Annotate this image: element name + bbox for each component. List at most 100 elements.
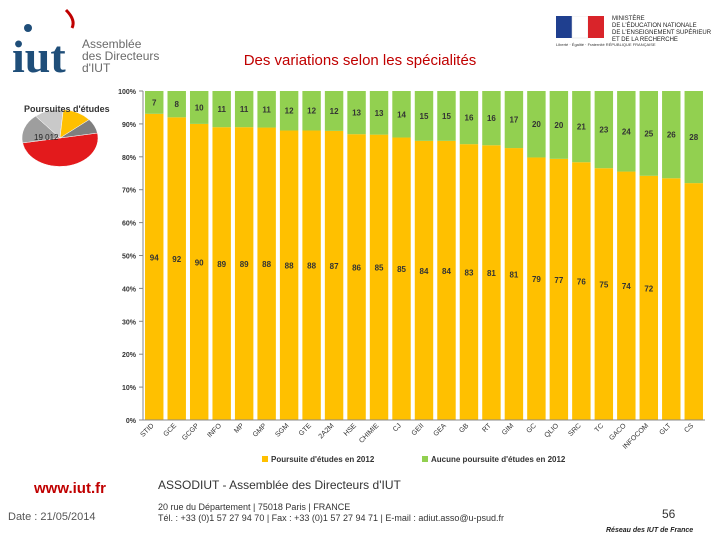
bar-poursuite [662, 178, 681, 420]
footer-url-link[interactable]: www.iut.fr [34, 480, 106, 497]
x-category-label: GCE [162, 422, 178, 438]
bar-aucune-poursuite [369, 91, 389, 135]
bar-aucune-poursuite [414, 91, 434, 141]
bar-value-label: 85 [375, 264, 384, 273]
bar-value-label-top: 15 [442, 112, 451, 121]
bar-value-label: 88 [307, 262, 316, 271]
bar-value-label-top: 12 [285, 107, 294, 116]
bar-poursuite [324, 130, 344, 420]
bar-value-label: 81 [487, 269, 496, 278]
x-category-label: 2A2M [318, 422, 336, 440]
bar-aucune-poursuite [437, 91, 456, 141]
bar-value-label-top: 17 [509, 116, 518, 125]
bar-value-label-top: 13 [352, 109, 361, 118]
inset-pie-slice [59, 119, 98, 139]
bar-value-label-top: 21 [577, 123, 586, 132]
x-category-label: GCGP [181, 422, 201, 442]
bar-poursuite [257, 127, 276, 421]
x-category-label: GTE [298, 422, 313, 437]
bar-value-label-top: 20 [554, 121, 563, 130]
bar-poursuite [189, 123, 209, 421]
x-category-label: MP [233, 422, 246, 435]
bar-poursuite [369, 134, 389, 420]
bar-aucune-poursuite [459, 91, 479, 145]
bar-value-label-top: 10 [195, 103, 204, 112]
bar-poursuite [302, 130, 321, 421]
bar-value-label: 84 [420, 267, 429, 276]
bar-value-label: 84 [442, 267, 451, 276]
bar-value-label: 89 [240, 260, 249, 269]
bar-value-label: 88 [262, 260, 271, 269]
y-tick-label: 100% [118, 89, 137, 96]
x-category-label: QLIO [544, 422, 561, 439]
bar-value-label-top: 25 [644, 129, 653, 138]
bar-value-label-top: 23 [599, 126, 608, 135]
bar-value-label: 86 [352, 264, 361, 273]
y-tick-label: 70% [122, 188, 137, 195]
bar-poursuite [145, 113, 164, 421]
flag-caption: Liberté · Égalité · Fraternité RÉPUBLIQU… [556, 42, 656, 47]
x-category-label: STID [139, 422, 155, 438]
x-category-label: SRC [567, 422, 582, 437]
page-number: 56 [662, 507, 676, 521]
ministry-text: MINISTÈRE DE L'ÉDUCATION NATIONALE DE L'… [612, 16, 711, 44]
bar-aucune-poursuite [145, 91, 164, 114]
x-category-label: CS [683, 422, 695, 434]
bar-value-label: 76 [577, 278, 586, 287]
bar-value-label-top: 16 [487, 114, 496, 123]
bar-value-label-top: 8 [174, 100, 179, 109]
bar-value-label-top: 11 [262, 105, 271, 114]
bar-aucune-poursuite [527, 91, 546, 158]
bar-poursuite [549, 158, 569, 420]
x-category-label: GMP [252, 422, 268, 438]
bar-value-label: 87 [330, 262, 339, 271]
inset-pie-slice [22, 132, 99, 167]
bar-aucune-poursuite [324, 91, 344, 131]
bar-value-label-top: 12 [307, 107, 316, 116]
bar-value-label-top: 12 [330, 107, 339, 116]
x-category-label: TC [594, 422, 606, 434]
x-category-label: GLT [658, 422, 673, 437]
bar-value-label-top: 16 [465, 114, 474, 123]
y-tick-label: 10% [122, 385, 137, 392]
iut-logo: iut [12, 8, 75, 78]
ministry-line: MINISTÈRE [612, 16, 645, 22]
bar-poursuite [572, 162, 591, 420]
bar-aucune-poursuite [662, 91, 681, 179]
network-caption: Réseau des IUT de France [606, 527, 694, 534]
legend-label: Aucune poursuite d'études en 2012 [431, 455, 566, 464]
x-category-label: SGM [274, 422, 290, 438]
x-category-label: GB [458, 422, 470, 434]
legend-swatch [262, 456, 268, 462]
y-tick-label: 20% [122, 352, 137, 359]
bar-poursuite [594, 168, 614, 420]
footer-date: Date : 21/05/2014 [8, 511, 96, 523]
y-tick-label: 90% [122, 122, 137, 129]
bar-value-label: 89 [217, 260, 226, 269]
x-category-label: CJ [392, 422, 403, 433]
bar-value-label-top: 15 [420, 112, 429, 121]
bar-value-label-top: 13 [375, 109, 384, 118]
bar-value-label-top: 28 [689, 133, 698, 142]
bar-aucune-poursuite [279, 91, 299, 131]
logo-accent-icon [64, 8, 75, 29]
bar-poursuite [504, 148, 524, 421]
bar-poursuite [639, 175, 659, 420]
bar-value-label: 85 [397, 265, 406, 274]
bar-aucune-poursuite [347, 91, 366, 135]
bar-value-label: 72 [644, 284, 653, 293]
y-tick-label: 50% [122, 254, 137, 261]
logo-text: iut [12, 31, 66, 78]
bar-value-label: 77 [554, 276, 563, 285]
y-tick-label: 0% [126, 418, 137, 425]
y-tick-label: 60% [122, 221, 137, 228]
bar-value-label-top: 11 [240, 105, 249, 114]
bar-value-label: 94 [150, 253, 159, 262]
bar-value-label: 75 [599, 281, 608, 290]
bar-aucune-poursuite [572, 91, 591, 163]
x-category-label: GC [525, 422, 537, 434]
bar-aucune-poursuite [302, 91, 321, 131]
bar-poursuite [392, 137, 411, 420]
bar-poursuite [234, 127, 254, 420]
